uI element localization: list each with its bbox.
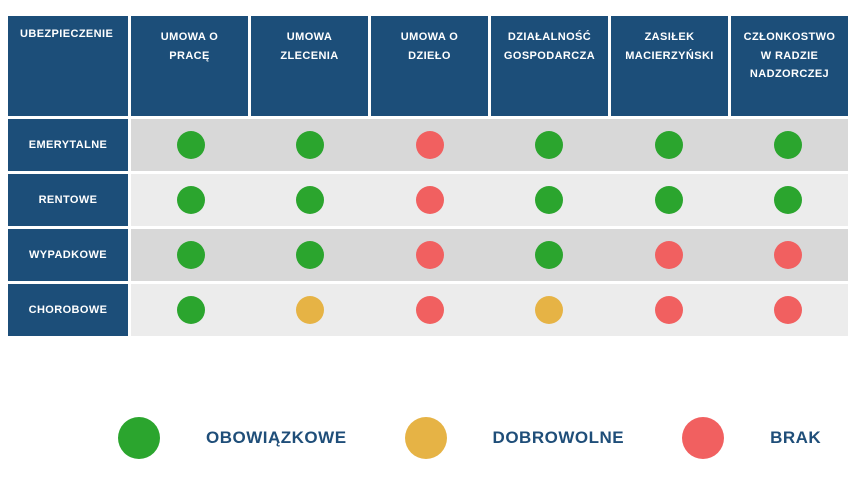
red-status-dot — [654, 296, 683, 324]
status-cell — [728, 119, 848, 171]
table-row: CHOROBOWE — [8, 284, 848, 336]
table-body: EMERYTALNE RENTOWE WYPADKOWE CHOROBOWE — [8, 119, 848, 336]
status-cell — [728, 174, 848, 226]
green-status-dot — [654, 131, 683, 159]
column-header-6: CZŁONKOSTWO W RADZIE NADZORCZEJ — [731, 16, 848, 116]
legend-item-yellow: DOBROWOLNE — [404, 417, 625, 459]
green-status-dot — [774, 186, 803, 214]
yellow-status-dot — [296, 296, 325, 324]
green-status-dot — [535, 186, 564, 214]
green-status-dot — [654, 186, 683, 214]
green-status-dot — [774, 131, 803, 159]
status-cell — [131, 119, 251, 171]
status-cell — [609, 284, 729, 336]
status-cell — [131, 229, 251, 281]
status-cell — [131, 174, 251, 226]
row-label: CHOROBOWE — [8, 284, 128, 336]
row-label: EMERYTALNE — [8, 119, 128, 171]
green-status-dot — [535, 241, 564, 269]
table-row: RENTOWE — [8, 174, 848, 226]
green-legend-dot — [118, 417, 160, 459]
green-status-dot — [176, 296, 205, 324]
status-cell — [609, 119, 729, 171]
status-cell — [370, 174, 490, 226]
green-status-dot — [176, 186, 205, 214]
yellow-status-dot — [535, 296, 564, 324]
red-status-dot — [774, 296, 803, 324]
column-header-3: UMOWA O DZIEŁO — [371, 16, 488, 116]
green-status-dot — [535, 131, 564, 159]
red-status-dot — [415, 186, 444, 214]
table-header-row: UBEZPIECZENIE UMOWA O PRACĘ UMOWA ZLECENI… — [8, 16, 848, 116]
red-status-dot — [654, 241, 683, 269]
table-row: EMERYTALNE — [8, 119, 848, 171]
status-cell — [131, 284, 251, 336]
green-status-dot — [296, 241, 325, 269]
red-status-dot — [415, 296, 444, 324]
row-label: WYPADKOWE — [8, 229, 128, 281]
column-header-5: ZASIŁEK MACIERZYŃSKI — [611, 16, 728, 116]
status-cell — [728, 229, 848, 281]
status-cell — [250, 119, 370, 171]
legend-label: BRAK — [770, 428, 822, 447]
status-cell — [728, 284, 848, 336]
legend-label: DOBROWOLNE — [492, 428, 625, 447]
status-cell — [489, 284, 609, 336]
column-header-1: UMOWA O PRACĘ — [131, 16, 248, 116]
insurance-obligations-table: UBEZPIECZENIE UMOWA O PRACĘ UMOWA ZLECENI… — [8, 16, 848, 339]
status-cell — [250, 229, 370, 281]
red-legend-dot — [682, 417, 725, 459]
legend-label: OBOWIĄZKOWE — [206, 428, 347, 447]
red-status-dot — [415, 131, 444, 159]
red-status-dot — [774, 241, 803, 269]
status-cell — [489, 229, 609, 281]
status-cell — [370, 284, 490, 336]
green-status-dot — [296, 186, 325, 214]
status-cell — [250, 174, 370, 226]
table-row: WYPADKOWE — [8, 229, 848, 281]
status-cell — [489, 119, 609, 171]
red-status-dot — [415, 241, 444, 269]
legend: OBOWIĄZKOWE DOBROWOLNE BRAK — [118, 408, 821, 468]
row-label: RENTOWE — [8, 174, 128, 226]
green-status-dot — [176, 131, 205, 159]
legend-item-green: OBOWIĄZKOWE — [118, 417, 347, 459]
corner-header: UBEZPIECZENIE — [8, 16, 128, 116]
legend-item-red: BRAK — [682, 417, 821, 459]
status-cell — [609, 229, 729, 281]
status-cell — [609, 174, 729, 226]
status-cell — [250, 284, 370, 336]
green-status-dot — [296, 131, 325, 159]
green-status-dot — [176, 241, 205, 269]
column-header-2: UMOWA ZLECENIA — [251, 16, 368, 116]
status-cell — [370, 229, 490, 281]
status-cell — [370, 119, 490, 171]
yellow-legend-dot — [404, 417, 447, 459]
column-header-4: DZIAŁALNOŚĆ GOSPODARCZA — [491, 16, 608, 116]
status-cell — [489, 174, 609, 226]
